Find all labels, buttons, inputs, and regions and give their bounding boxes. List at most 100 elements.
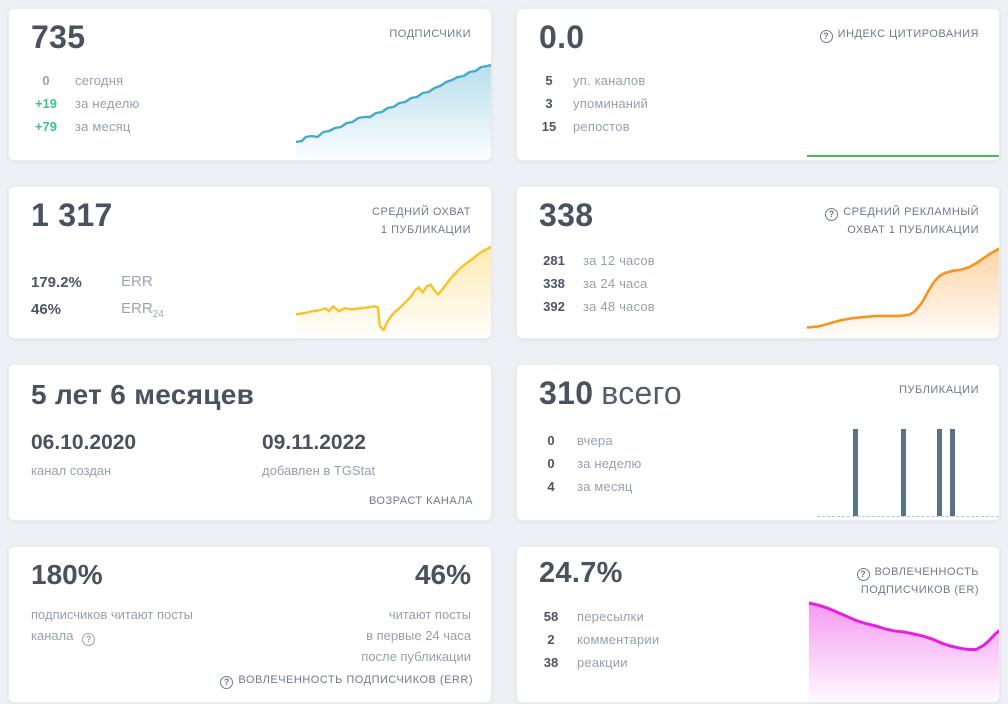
stat-value: +79 [34, 119, 58, 134]
publications-card-title: ПУБЛИКАЦИИ [899, 384, 979, 396]
stat-value: 5 [545, 73, 553, 88]
title-line: ОХВАТ 1 ПУБЛИКАЦИИ [847, 223, 979, 236]
title-line: ВОВЛЕЧЕННОСТЬ [874, 566, 979, 578]
stat-label: за 12 часов [583, 253, 655, 268]
stat-value: 0 [547, 433, 555, 448]
help-icon[interactable]: ? [819, 30, 833, 43]
citation-index-value: 0.0 [539, 19, 585, 55]
avg-post-reach-card-title: СРЕДНИЙ ОХВАТ 1 ПУБЛИКАЦИИ [372, 204, 471, 239]
stat-label: сегодня [75, 73, 124, 88]
stat-label: за 24 часа [583, 276, 648, 291]
subscribers-card: 735 ПОДПИСЧИКИ 0 сегодня +19 за неделю +… [8, 8, 492, 161]
title-line: СРЕДНИЙ ОХВАТ [372, 206, 471, 218]
stat-label: упоминаний [573, 96, 649, 111]
label-line: в первые 24 часа [366, 627, 471, 643]
stat-row: 15 репостов [539, 115, 648, 138]
avg-ad-reach-sparkline-chart [807, 233, 999, 338]
err24-percent: 46% [414, 559, 471, 590]
stat-row: 3 упоминаний [539, 92, 648, 115]
publications-count: 310 всего [539, 375, 682, 412]
label-line: после публикации [361, 648, 471, 664]
help-icon[interactable]: ? [82, 632, 96, 646]
publications-card: 310 всего ПУБЛИКАЦИИ 0 вчера 0 за неделю … [516, 364, 1000, 521]
stat-label: за месяц [577, 479, 633, 494]
help-icon[interactable]: ? [825, 208, 839, 221]
stat-value: 179.2% [31, 274, 82, 291]
channel-created-label: канал создан [31, 463, 112, 478]
avg-ad-reach-card: 338 ? СРЕДНИЙ РЕКЛАМНЫЙ ОХВАТ 1 ПУБЛИКАЦИ… [516, 186, 1000, 339]
stat-label: ERR24 [121, 299, 164, 320]
err-stats: 179.2% ERR 46% ERR24 [31, 269, 164, 323]
stat-value: 3 [545, 96, 553, 111]
stat-label: за 48 часов [583, 299, 655, 314]
stat-value: 4 [547, 479, 555, 494]
publication-bar [853, 429, 859, 516]
stat-row: 4 за месяц [539, 475, 641, 498]
avg-post-reach-card: 1 317 СРЕДНИЙ ОХВАТ 1 ПУБЛИКАЦИИ 179.2% … [8, 186, 492, 339]
title-text: ВОВЛЕЧЕННОСТЬ ПОДПИСЧИКОВ (ERR) [238, 674, 473, 686]
stat-label: уп. каналов [573, 73, 646, 88]
stat-row: 179.2% ERR [31, 269, 164, 296]
err-percent-description: подписчиков читают посты канала ? [31, 607, 194, 646]
publication-bar [936, 429, 942, 516]
subscribers-stats: 0 сегодня +19 за неделю +79 за месяц [31, 69, 139, 138]
stat-value: 46% [31, 301, 62, 318]
channel-age-card-title: ВОЗРАСТ КАНАЛА [368, 495, 473, 507]
stat-label: вчера [577, 433, 613, 448]
stat-label: ERR [121, 272, 153, 290]
err-percent: 180% [31, 559, 103, 590]
channel-age-card: 5 лет 6 месяцев 06.10.2020 канал создан … [8, 364, 492, 521]
avg-post-reach-sparkline-chart [296, 239, 491, 338]
title-line: ПОДПИСЧИКОВ (ER) [860, 583, 979, 596]
help-icon[interactable]: ? [220, 676, 234, 689]
stat-label: пересылки [577, 609, 644, 624]
er-engagement-stats: 58 пересылки 2 комментарии 38 реакции [539, 605, 659, 674]
er-sparkline-chart [809, 599, 999, 702]
stat-row: 0 за неделю [539, 452, 641, 475]
avg-ad-reach-value: 338 [539, 197, 594, 233]
stat-label: за неделю [577, 456, 642, 471]
stat-value: 15 [541, 119, 557, 134]
publication-bar [901, 429, 907, 516]
channel-age-value: 5 лет 6 месяцев [31, 379, 255, 410]
stat-label: за месяц [75, 119, 131, 134]
er-percent: 24.7% [539, 557, 623, 589]
publications-stats: 0 вчера 0 за неделю 4 за месяц [539, 429, 641, 498]
avg-ad-reach-stats: 281 за 12 часов 338 за 24 часа 392 за 48… [539, 249, 655, 318]
citation-index-stats: 5 уп. каналов 3 упоминаний 15 репостов [539, 69, 648, 138]
tgstat-added-label: добавлен в TGStat [262, 463, 376, 478]
title-line: 1 ПУБЛИКАЦИИ [380, 223, 471, 236]
err24-percent-description: читают посты в первые 24 часа после публ… [361, 605, 471, 667]
stat-row: 392 за 48 часов [539, 295, 655, 318]
help-icon[interactable]: ? [856, 568, 870, 581]
title-text: ИНДЕКС ЦИТИРОВАНИЯ [837, 28, 979, 40]
stat-value: 58 [543, 609, 559, 624]
stat-row: 38 реакции [539, 651, 659, 674]
citation-index-card: 0.0 ? ИНДЕКС ЦИТИРОВАНИЯ 5 уп. каналов 3 … [516, 8, 1000, 161]
stat-row: 281 за 12 часов [539, 249, 655, 272]
stat-label: комментарии [577, 632, 660, 647]
stat-label: репостов [573, 119, 630, 134]
stat-row: 46% ERR24 [31, 296, 164, 323]
stat-row: 0 вчера [539, 429, 641, 452]
citation-index-card-title: ? ИНДЕКС ЦИТИРОВАНИЯ [819, 26, 979, 44]
channel-created-date: 06.10.2020 [31, 431, 137, 454]
stat-label: реакции [577, 655, 628, 670]
stat-row: +19 за неделю [31, 92, 139, 115]
stat-row: 0 сегодня [31, 69, 139, 92]
er-engagement-card: 24.7% ? ВОВЛЕЧЕННОСТЬ ПОДПИСЧИКОВ (ER) 58… [516, 546, 1000, 703]
stat-row: 5 уп. каналов [539, 69, 648, 92]
stat-value: 38 [543, 655, 559, 670]
stat-value: 281 [543, 253, 565, 268]
stat-label: за неделю [75, 96, 140, 111]
publications-total: 310 [539, 375, 594, 411]
subscribers-card-title: ПОДПИСЧИКИ [389, 28, 471, 40]
stat-value: 392 [543, 299, 565, 314]
stat-row: +79 за месяц [31, 115, 139, 138]
stat-row: 338 за 24 часа [539, 272, 655, 295]
stat-row: 58 пересылки [539, 605, 659, 628]
citation-flat-line-chart [807, 155, 999, 157]
err-engagement-card: 180% подписчиков читают посты канала ? 4… [8, 546, 492, 703]
label-line: читают посты [388, 607, 471, 622]
